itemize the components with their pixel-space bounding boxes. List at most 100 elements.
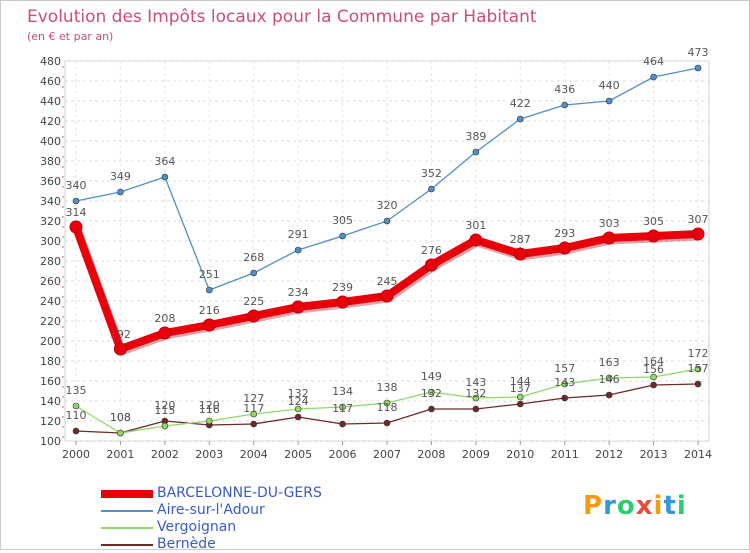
data-label: 120 (154, 399, 175, 412)
data-label: 440 (599, 79, 620, 92)
data-label: 143 (465, 376, 486, 389)
logo-letter: r (603, 491, 617, 521)
data-point (561, 380, 569, 388)
x-tick-label: 2010 (506, 448, 534, 461)
data-label: 134 (332, 385, 353, 398)
legend-swatch (101, 510, 153, 512)
data-label: 124 (288, 395, 309, 408)
data-label: 116 (199, 403, 220, 416)
data-label: 268 (243, 251, 264, 264)
data-label: 157 (688, 362, 709, 375)
legend-swatch (101, 544, 153, 546)
data-point (161, 422, 169, 430)
data-point (650, 373, 657, 381)
x-tick-label: 2000 (62, 448, 90, 461)
data-label: 132 (288, 387, 309, 400)
data-point (383, 419, 391, 427)
data-point (294, 246, 302, 254)
data-label: 117 (243, 402, 264, 415)
data-label: 216 (199, 304, 220, 317)
data-point (650, 381, 657, 389)
data-label: 108 (110, 411, 131, 424)
logo-letter: x (635, 491, 654, 521)
data-label: 115 (154, 404, 175, 417)
data-point (291, 300, 305, 314)
data-label: 157 (554, 362, 575, 375)
data-point (250, 420, 258, 428)
data-label: 132 (465, 387, 486, 400)
data-label: 251 (199, 268, 220, 281)
data-point (472, 148, 480, 156)
data-point (558, 241, 572, 255)
data-label: 138 (377, 381, 398, 394)
data-point (383, 217, 391, 225)
logo-letter: i (653, 491, 664, 521)
data-point (516, 115, 524, 123)
data-point (117, 429, 124, 437)
data-point (336, 295, 350, 309)
data-label: 225 (243, 295, 264, 308)
y-tick-label: 400 (40, 135, 61, 148)
data-point (161, 173, 169, 181)
data-label: 245 (377, 275, 398, 288)
data-label: 314 (66, 206, 87, 219)
data-point (72, 402, 80, 410)
y-tick-label: 220 (40, 315, 61, 328)
data-point (205, 417, 213, 425)
chart-title: Evolution des Impôts locaux pour la Comm… (27, 7, 537, 27)
data-label: 137 (510, 382, 531, 395)
data-point (602, 231, 616, 245)
data-label: 307 (688, 213, 709, 226)
data-label: 156 (643, 363, 664, 376)
y-tick-label: 280 (40, 255, 61, 268)
data-label: 120 (199, 399, 220, 412)
x-tick-label: 2014 (684, 448, 712, 461)
data-point (428, 185, 435, 193)
data-point (472, 394, 480, 402)
y-tick-label: 380 (40, 155, 61, 168)
data-point (424, 258, 438, 272)
x-tick-label: 2006 (329, 448, 357, 461)
data-point (247, 309, 261, 323)
y-tick-label: 420 (40, 115, 61, 128)
y-tick-label: 360 (40, 175, 61, 188)
data-point (650, 73, 657, 81)
x-tick-label: 2009 (462, 448, 490, 461)
data-point (202, 318, 216, 332)
data-point (117, 188, 124, 196)
data-label: 301 (465, 219, 486, 232)
data-point (72, 197, 80, 205)
y-tick-label: 340 (40, 195, 61, 208)
data-point (694, 365, 702, 373)
data-label: 172 (688, 347, 709, 360)
data-point (513, 247, 527, 261)
y-tick-label: 180 (40, 355, 61, 368)
x-tick-label: 2012 (595, 448, 623, 461)
data-point (472, 405, 480, 413)
data-label: 192 (110, 328, 131, 341)
x-tick-label: 2013 (640, 448, 668, 461)
x-tick-label: 2005 (284, 448, 312, 461)
x-tick-label: 2004 (240, 448, 268, 461)
data-label: 110 (66, 409, 87, 422)
data-label: 473 (688, 46, 709, 59)
data-label: 276 (421, 244, 442, 257)
data-point (294, 413, 302, 421)
data-point (383, 399, 391, 407)
data-label: 436 (554, 83, 575, 96)
data-label: 305 (332, 214, 353, 227)
data-point (339, 420, 346, 428)
data-label: 135 (66, 384, 87, 397)
data-point (380, 289, 394, 303)
data-label: 146 (599, 373, 620, 386)
data-label: 303 (599, 217, 620, 230)
data-point (250, 410, 258, 418)
data-point (605, 391, 613, 399)
data-label: 234 (288, 286, 309, 299)
data-label: 291 (288, 228, 309, 241)
data-label: 340 (66, 179, 87, 192)
y-tick-label: 120 (40, 415, 61, 428)
data-point (250, 269, 258, 277)
data-label: 108 (110, 411, 131, 424)
